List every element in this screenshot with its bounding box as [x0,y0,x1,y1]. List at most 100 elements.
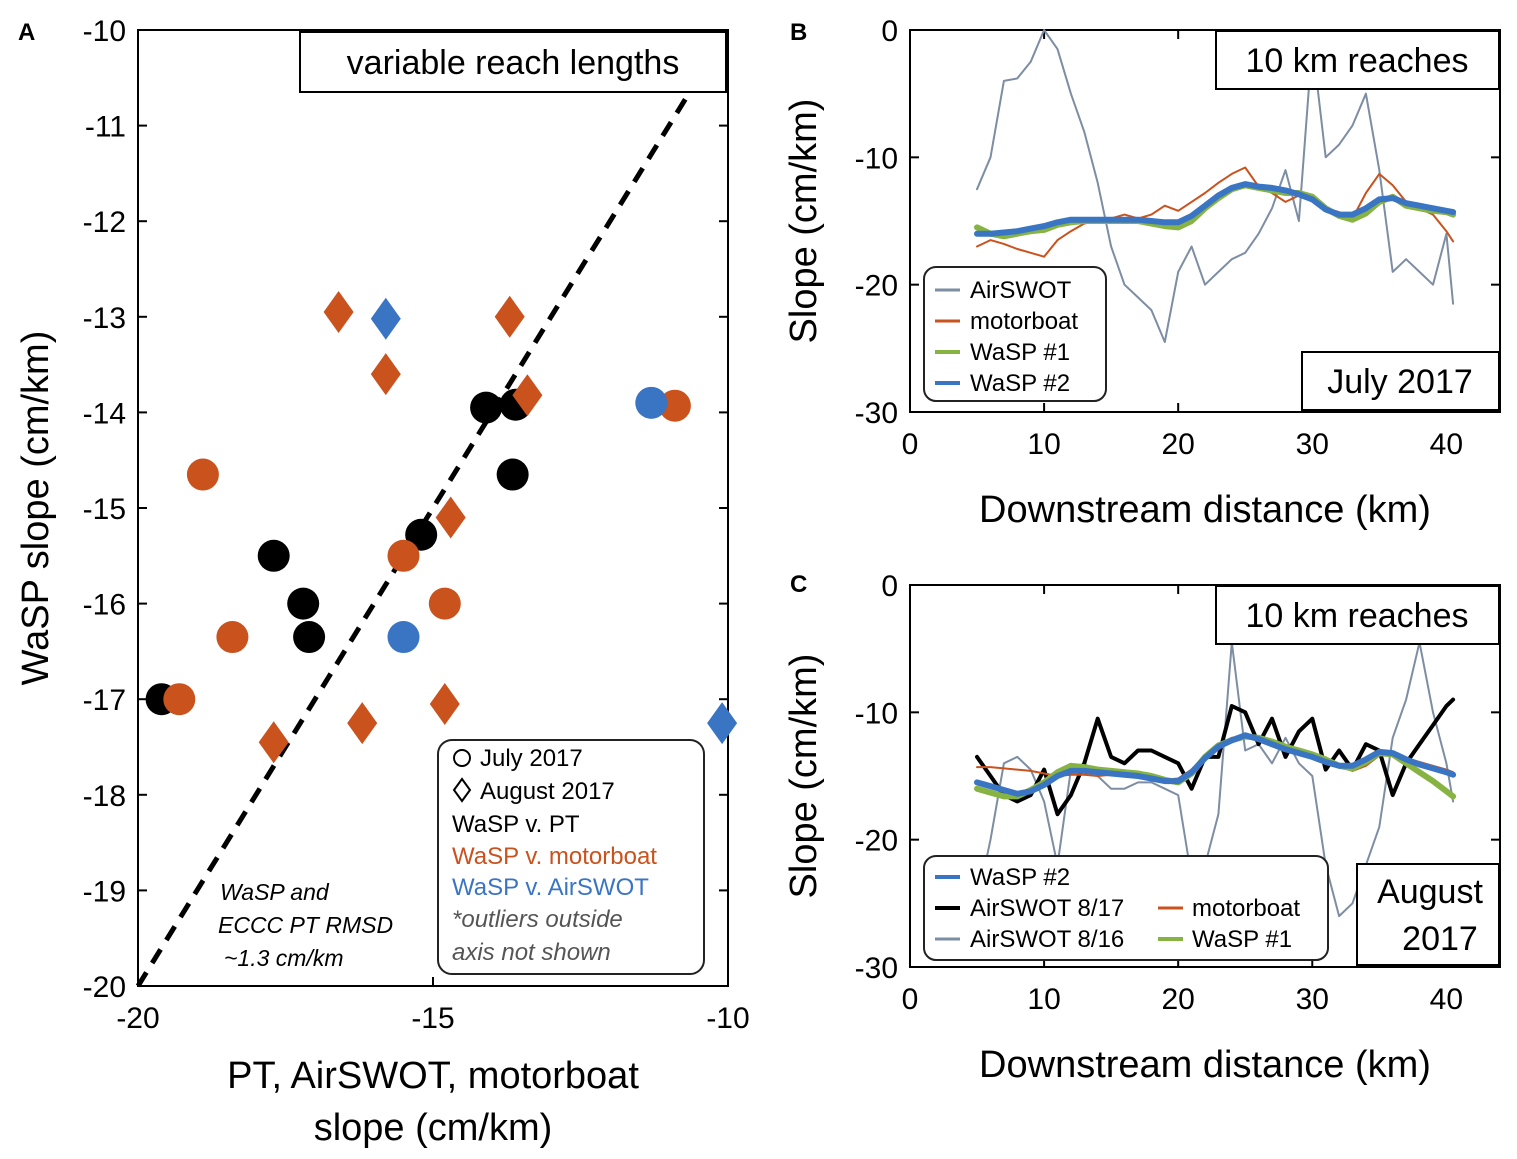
b-ytick-label: 0 [881,15,898,48]
scatter-point-circle [387,621,420,654]
panel-c-title: 10 km reaches [1246,597,1469,635]
legend-outliers-line1: *outliers outside [452,906,623,933]
scatter-point-circle [428,587,461,620]
b-ytick-label: -30 [855,397,898,430]
legend-motorboat: motorboat [970,308,1078,335]
a-ytick-label: -14 [83,397,126,430]
scatter-point-circle [635,386,668,419]
panel-b-x-ticks: 0 10 20 30 40 [902,30,1463,461]
scatter-point-circle [405,518,438,551]
panel-a-title-box [299,31,727,93]
panel-c-legend-box [923,855,1329,961]
legend-c-wasp1: WaSP #1 [1192,926,1292,953]
panel-a-ylabel: WaSP slope (cm/km) [15,331,57,686]
a-ytick-label: -18 [83,780,126,813]
panel-a-title: variable reach lengths [347,44,680,82]
scatter-point-diamond [347,702,378,745]
a-ytick-label: -10 [83,15,126,48]
legend-wasp-airswot: WaSP v. AirSWOT [452,874,649,901]
scatter-point-diamond [494,295,525,338]
c-xtick-label: 20 [1161,983,1194,1016]
a-ytick-label: -13 [83,302,126,335]
panel-a-xlabel-line2: slope (cm/km) [314,1107,553,1149]
panel-b-date-box [1301,351,1500,411]
legend-august: August 2017 [480,778,615,805]
b-series-wasp-2 [974,181,1457,237]
panel-b-lines [974,29,1457,343]
panel-b-label: B [790,19,807,46]
panel-c-ylabel: Slope (cm/km) [783,654,825,899]
legend-outliers-line2: axis not shown [452,939,611,966]
scatter-point-diamond [323,291,354,334]
scatter-point-circle [287,587,320,620]
b-xtick-label: 0 [902,428,919,461]
b-series-airswot [976,29,1455,343]
scatter-point-circle [658,389,691,422]
scatter-point-diamond [512,374,543,417]
scatter-point-circle [163,683,196,716]
legend-airswot: AirSWOT [970,277,1072,304]
c-ytick-label: -30 [855,952,898,985]
panel-b-title: 10 km reaches [1246,42,1469,80]
c-series-airswot-8-17 [975,697,1456,817]
panel-c-xlabel: Downstream distance (km) [979,1044,1431,1086]
panel-c-label: C [790,571,807,598]
panel-b-date: July 2017 [1327,363,1473,401]
panel-c-title-box [1215,585,1500,645]
diamond-marker-icon [452,777,472,803]
c-xtick-label: 0 [902,983,919,1016]
c-series-wasp-2 [974,732,1457,797]
legend-c-motorboat: motorboat [1192,895,1300,922]
panel-a-legend: July 2017 August 2017 WaSP v. PT WaSP v.… [437,739,705,975]
panel-b-y-ticks: 0 -10 -20 -30 [855,15,1500,430]
rmsd-note-line3: ~1.3 cm/km [224,945,344,971]
a-ytick-label: -12 [83,206,126,239]
scatter-point-diamond [258,721,289,764]
c-ytick-label: 0 [881,570,898,603]
b-ytick-label: -20 [855,270,898,303]
scatter-point-diamond [435,496,466,539]
scatter-point-circle [216,621,249,654]
a-xtick-label: -20 [116,1002,159,1035]
legend-july: July 2017 [480,745,583,772]
legend-wasp1: WaSP #1 [970,339,1070,366]
panel-b: B 0 -10 -20 -30 0 10 20 30 40 10 km reaches Jul… [783,15,1501,531]
a-ytick-label: -15 [83,493,126,526]
legend-wasp-motorboat: WaSP v. motorboat [452,843,657,870]
scatter-point-diamond [429,682,460,725]
panel-b-legend-box [923,266,1107,402]
b-xtick-label: 20 [1161,428,1194,461]
legend-c-wasp2: WaSP #2 [970,864,1070,891]
panel-a-points [145,291,738,764]
legend-wasp2: WaSP #2 [970,370,1070,397]
panel-c-date-box [1356,863,1500,966]
a-xtick-label: -10 [706,1002,749,1035]
a-ytick-label: -17 [83,684,126,717]
panel-a: A -10-11-12-13-14-15-16-17-18-19-20 -20-… [15,15,750,1149]
rmsd-note-line2: ECCC PT RMSD [218,912,393,938]
panel-c: C 0 -10 -20 -30 0 10 20 30 40 10 km reaches Aug… [783,570,1501,1086]
panel-c-legend: WaSP #2 AirSWOT 8/17 motorboat AirSWOT 8… [923,855,1329,961]
c-xtick-label: 10 [1027,983,1060,1016]
panel-c-x-ticks: 0 10 20 30 40 [902,585,1463,1016]
panel-c-axes-box [909,584,1501,968]
panel-b-axes-box [909,29,1501,413]
panel-c-y-ticks: 0 -10 -20 -30 [855,570,1500,985]
panel-b-ylabel: Slope (cm/km) [783,99,825,344]
panel-a-y-ticks: -10 -11 -12 -13 -14 -15 -16 -17 -18 -19 -20 [83,15,728,1004]
a-ytick-label: -11 [85,111,126,144]
legend-c-airswot817: AirSWOT 8/17 [970,895,1124,922]
panel-a-label: A [18,19,35,46]
scatter-point-circle [470,391,503,424]
b-xtick-label: 40 [1430,428,1463,461]
scatter-point-diamond [707,702,738,745]
panel-c-date-line2: 2017 [1402,920,1478,958]
panel-c-date-line1: August [1377,873,1483,911]
a-ytick-label: -20 [83,971,126,1004]
scatter-point-circle [257,539,290,572]
c-xtick-label: 40 [1430,983,1463,1016]
b-ytick-label: -10 [855,142,898,175]
panel-a-legend-box [437,739,705,975]
legend-c-airswot816: AirSWOT 8/16 [970,926,1124,953]
scatter-point-circle [186,458,219,491]
